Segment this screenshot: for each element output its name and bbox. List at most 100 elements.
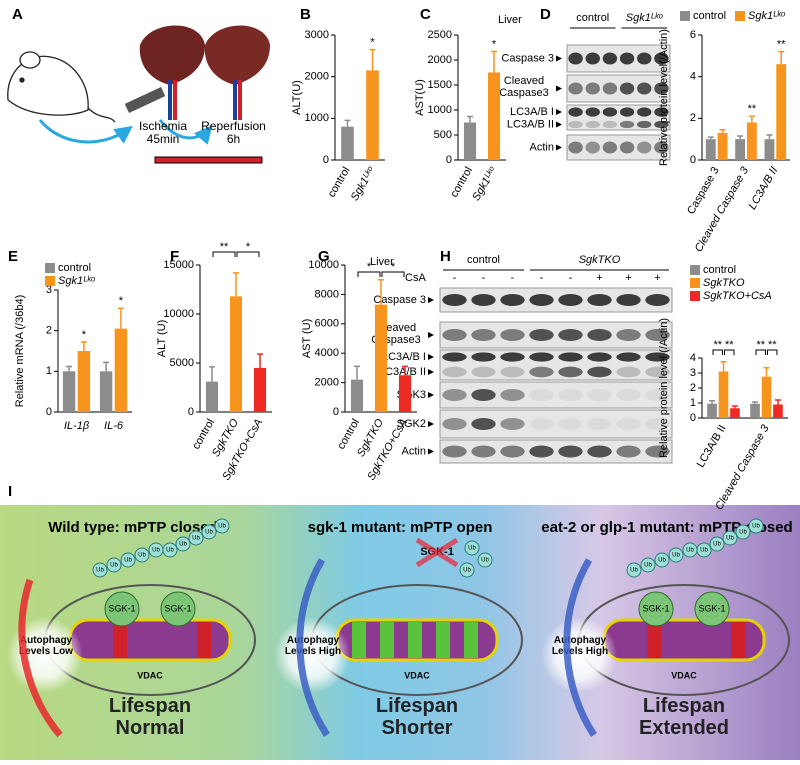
ubiquitin-label: Ub — [700, 548, 708, 554]
channel — [436, 622, 450, 658]
y-tick-label: 0 — [333, 406, 339, 418]
blot-row-label: LC3A/B I — [382, 351, 426, 363]
lifespan-label: Lifespan Normal — [108, 695, 192, 739]
protein-label: SGK-1 — [698, 603, 725, 613]
significance-bracket — [357, 271, 381, 277]
blot-row-label: LC3A/B II — [379, 366, 426, 378]
blot-band — [500, 389, 525, 401]
autophagy-label-box: Autophagy Levels High — [284, 635, 342, 657]
blot-band — [654, 141, 669, 154]
blot-band — [645, 445, 670, 458]
blot-band — [587, 352, 612, 362]
blot-band — [619, 107, 635, 117]
row-arrow — [556, 85, 562, 92]
y-tick-label: 2500 — [428, 29, 452, 41]
trend-arrow — [296, 558, 330, 737]
bar — [705, 139, 716, 160]
protein-label: SGK-1 — [108, 603, 135, 613]
ubiquitin — [696, 542, 712, 558]
blot-frame — [566, 44, 671, 73]
y-tick-label: 0 — [188, 406, 194, 418]
trend-arrow — [18, 578, 63, 738]
ubiquitin-label: Ub — [672, 553, 680, 559]
blot-band — [471, 445, 496, 458]
legend-swatch — [45, 263, 55, 273]
blot-band — [637, 82, 652, 95]
bar — [707, 403, 717, 418]
blot-band — [500, 329, 525, 341]
ubiquitin — [106, 557, 122, 573]
significance-bracket — [755, 349, 766, 355]
blot-band — [585, 52, 600, 65]
step-label: Reperfusion 6h — [201, 120, 266, 147]
blot-band — [500, 294, 525, 306]
blot-row-label: SGK2 — [397, 418, 426, 430]
timeline-bar — [154, 156, 263, 164]
significance: * — [367, 261, 372, 273]
channel — [675, 622, 689, 658]
blot-group: control — [576, 12, 609, 24]
significance: * — [119, 295, 124, 307]
blot-band — [645, 389, 670, 401]
ubiquitin — [201, 524, 217, 540]
blot-band — [616, 418, 641, 430]
blot-band — [529, 389, 554, 401]
blot-frame — [566, 104, 671, 131]
blot-band — [471, 418, 496, 430]
ubiquitin — [162, 542, 178, 558]
legend-swatch — [690, 291, 700, 301]
autophagy-label: Autophagy Levels High — [284, 635, 342, 657]
bar — [205, 381, 219, 412]
blot-band — [471, 329, 496, 341]
y-tick-label: 2 — [690, 382, 696, 394]
error-bar — [66, 365, 73, 372]
section-title: Wild type: mPTP closed — [48, 519, 218, 536]
y-tick-label: 2 — [690, 112, 696, 124]
step-label-box: Ischemia 45min — [139, 120, 187, 146]
error-bar — [752, 401, 759, 404]
blot-band — [616, 445, 641, 458]
ubiquitin-label: Ub — [739, 530, 747, 536]
error-bar — [491, 50, 497, 73]
lifespan-label: Lifespan Extended — [638, 695, 730, 739]
protein-label: SGK-1 — [164, 603, 191, 613]
treatment-mark: - — [482, 272, 486, 284]
blot-band — [616, 366, 641, 378]
ubiquitin-label: Ub — [96, 568, 104, 574]
ubiquitin-label: Ub — [752, 524, 760, 530]
y-tick-label: 0 — [46, 406, 52, 418]
y-tick-label: 3000 — [305, 29, 329, 41]
blot-row-label: Actin — [530, 141, 554, 153]
error-bar — [467, 115, 473, 123]
treatment-mark: - — [511, 272, 515, 284]
x-tick-label: LC3A/B II — [747, 165, 781, 212]
blot-band — [587, 329, 612, 341]
blot-band — [500, 366, 525, 378]
bar — [718, 371, 729, 418]
blot-band — [500, 418, 525, 430]
blot-group: control — [467, 254, 500, 266]
significance: * — [370, 36, 375, 48]
x-tick-label: LC3A/B II — [695, 423, 729, 470]
blot-frame — [566, 74, 671, 103]
channel-label: VDAC — [671, 670, 697, 680]
blot-band — [500, 352, 525, 362]
blot-band — [619, 82, 635, 95]
blot-band — [558, 294, 583, 306]
significance: ** — [220, 241, 229, 253]
significance: * — [82, 329, 87, 341]
channel — [85, 622, 99, 658]
arrow — [38, 119, 133, 144]
blot-band — [558, 445, 583, 458]
glow — [274, 617, 350, 693]
channel — [619, 622, 633, 658]
legend-label: Sgk1ᴸᵏᵒ — [748, 10, 786, 22]
ubiquitin — [735, 524, 751, 540]
blot-band — [654, 120, 669, 129]
blot-band — [654, 82, 669, 95]
channel — [380, 622, 394, 658]
ubiquitin — [477, 552, 493, 568]
channel-label: VDAC — [137, 670, 163, 680]
ubiquitin — [640, 557, 656, 573]
lifespan-label-box: Lifespan Normal — [108, 695, 192, 739]
